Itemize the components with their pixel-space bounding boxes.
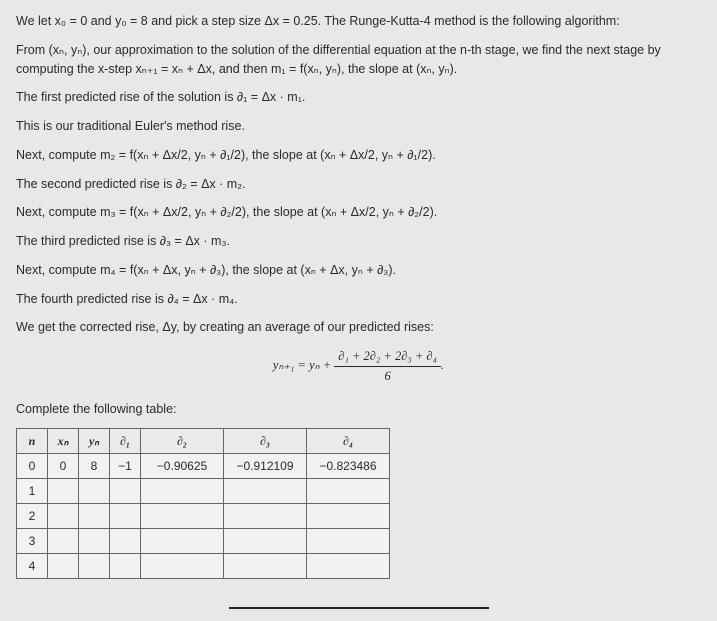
formula-numerator: ∂₁ + 2∂₂ + 2∂₃ + ∂₄ <box>334 347 441 367</box>
formula-denominator: 6 <box>334 367 441 386</box>
paragraph-stage: From (xₙ, yₙ), our approximation to the … <box>16 41 701 79</box>
paragraph-rise1: The first predicted rise of the solution… <box>16 88 701 107</box>
formula-lhs: yₙ₊₁ = yₙ + <box>273 358 334 372</box>
table-header-row: n xₙ yₙ ∂₁ ∂₂ ∂₃ ∂₄ <box>17 429 390 454</box>
table-row: 0 0 8 −1 −0.90625 −0.912109 −0.823486 <box>17 454 390 479</box>
table-row: 2 <box>17 504 390 529</box>
col-yn: yₙ <box>79 429 110 454</box>
cell-input[interactable] <box>307 529 390 554</box>
cell-d4: −0.823486 <box>307 454 390 479</box>
cell-input[interactable] <box>141 529 224 554</box>
table-row: 1 <box>17 479 390 504</box>
cell-input[interactable] <box>307 479 390 504</box>
table-row: 4 <box>17 554 390 579</box>
cell-input[interactable] <box>48 529 79 554</box>
cell-input[interactable] <box>141 504 224 529</box>
col-n: n <box>17 429 48 454</box>
cell-input[interactable] <box>224 554 307 579</box>
paragraph-euler: This is our traditional Euler's method r… <box>16 117 701 136</box>
table-row: 3 <box>17 529 390 554</box>
cell-input[interactable] <box>79 504 110 529</box>
cell-n: 4 <box>17 554 48 579</box>
cell-input[interactable] <box>307 554 390 579</box>
formula-fraction: ∂₁ + 2∂₂ + 2∂₃ + ∂₄ 6 <box>334 347 441 386</box>
cell-d2: −0.90625 <box>141 454 224 479</box>
cell-input[interactable] <box>48 554 79 579</box>
col-d3: ∂₃ <box>224 429 307 454</box>
cell-input[interactable] <box>224 504 307 529</box>
paragraph-m4: Next, compute m₄ = f(xₙ + Δx, yₙ + ∂₃), … <box>16 261 701 280</box>
cell-x: 0 <box>48 454 79 479</box>
cell-n: 3 <box>17 529 48 554</box>
cell-input[interactable] <box>224 529 307 554</box>
cell-input[interactable] <box>141 554 224 579</box>
cell-input[interactable] <box>110 504 141 529</box>
cell-input[interactable] <box>141 479 224 504</box>
cell-n: 2 <box>17 504 48 529</box>
cell-input[interactable] <box>110 529 141 554</box>
cell-input[interactable] <box>224 479 307 504</box>
paragraph-initial: We let x₀ = 0 and y₀ = 8 and pick a step… <box>16 12 701 31</box>
col-xn: xₙ <box>48 429 79 454</box>
cell-input[interactable] <box>79 479 110 504</box>
paragraph-m2: Next, compute m₂ = f(xₙ + Δx/2, yₙ + ∂₁/… <box>16 146 701 165</box>
rk4-table: n xₙ yₙ ∂₁ ∂₂ ∂₃ ∂₄ 0 0 8 −1 −0.90625 −0… <box>16 428 390 579</box>
cell-input[interactable] <box>79 529 110 554</box>
cell-d1: −1 <box>110 454 141 479</box>
cell-input[interactable] <box>110 554 141 579</box>
cell-input[interactable] <box>110 479 141 504</box>
col-d2: ∂₂ <box>141 429 224 454</box>
cell-n: 0 <box>17 454 48 479</box>
cell-n: 1 <box>17 479 48 504</box>
paragraph-complete-table: Complete the following table: <box>16 400 701 419</box>
paragraph-m3: Next, compute m₃ = f(xₙ + Δx/2, yₙ + ∂₂/… <box>16 203 701 222</box>
cell-input[interactable] <box>48 479 79 504</box>
cell-input[interactable] <box>48 504 79 529</box>
col-d1: ∂₁ <box>110 429 141 454</box>
paragraph-rise3: The third predicted rise is ∂₃ = Δx · m₃… <box>16 232 701 251</box>
cell-input[interactable] <box>79 554 110 579</box>
paragraph-rise2: The second predicted rise is ∂₂ = Δx · m… <box>16 175 701 194</box>
paragraph-rise4: The fourth predicted rise is ∂₄ = Δx · m… <box>16 290 701 309</box>
formula-average: yₙ₊₁ = yₙ + ∂₁ + 2∂₂ + 2∂₃ + ∂₄ 6 . <box>16 347 701 386</box>
cell-y: 8 <box>79 454 110 479</box>
cell-input[interactable] <box>307 504 390 529</box>
cell-d3: −0.912109 <box>224 454 307 479</box>
col-d4: ∂₄ <box>307 429 390 454</box>
paragraph-corrected: We get the corrected rise, Δy, by creati… <box>16 318 701 337</box>
